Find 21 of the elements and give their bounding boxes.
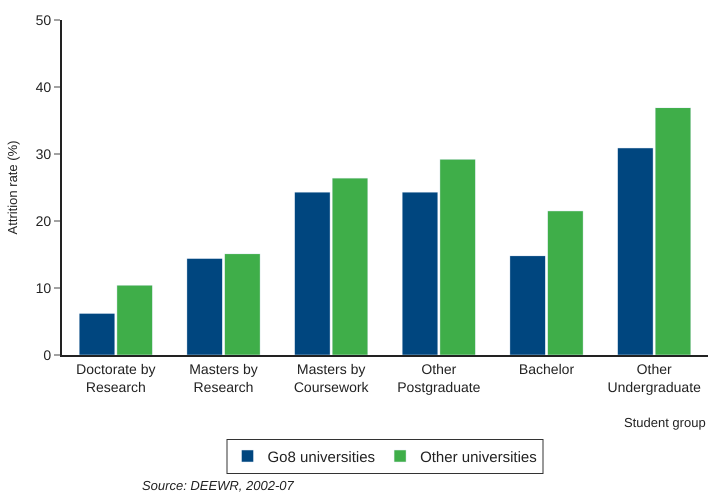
bar	[547, 210, 584, 355]
x-tick-label: Bachelor	[518, 360, 574, 377]
source-note: Source: DEEWR, 2002-07	[142, 478, 295, 493]
x-tick-label: Doctorate by Research	[76, 360, 156, 395]
bar	[186, 258, 223, 355]
x-tick-label: Masters by Research	[189, 360, 258, 395]
bar	[224, 254, 260, 355]
y-tick-label: 40	[36, 78, 52, 95]
x-tick-label: Other Postgraduate	[397, 360, 481, 395]
legend-label: Go8 universities	[268, 448, 376, 466]
x-tick-label: Masters by Coursework	[294, 360, 370, 395]
y-tick-label: 10	[36, 280, 52, 296]
y-axis-title: Attrition rate (%)	[5, 140, 20, 234]
bar	[510, 256, 546, 355]
y-tick-label: 50	[36, 12, 52, 28]
y-tick-label: 20	[36, 212, 52, 229]
x-tick-label: Other Undergraduate	[607, 360, 702, 395]
legend-label: Other universities	[420, 448, 537, 466]
x-axis-title: Student group	[624, 415, 706, 430]
y-tick-label: 0	[43, 346, 52, 363]
y-tick-label: 30	[36, 146, 52, 162]
